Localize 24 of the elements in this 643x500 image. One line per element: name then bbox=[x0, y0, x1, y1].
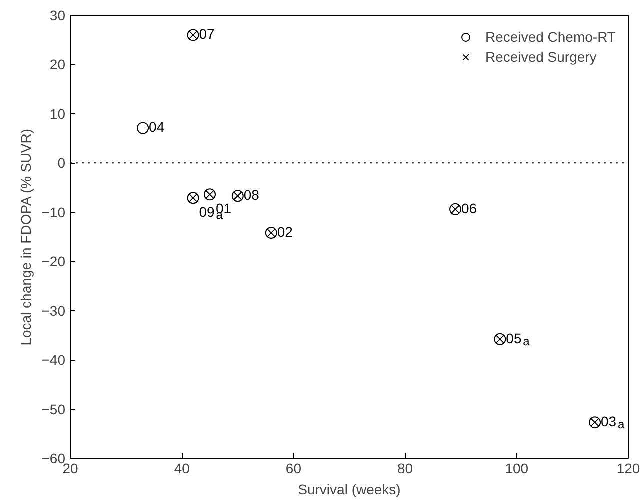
y-tick-label: 20 bbox=[50, 56, 66, 73]
y-tick-label: −20 bbox=[42, 254, 66, 270]
y-axis-title: Local change in FDOPA (% SUVR) bbox=[18, 128, 34, 346]
x-axis-title: Survival (weeks) bbox=[298, 482, 401, 498]
annotation: 08 bbox=[244, 187, 260, 204]
annotation: 04 bbox=[149, 119, 165, 136]
y-tick-label: 30 bbox=[50, 8, 66, 24]
y-tick-label: −10 bbox=[42, 204, 66, 220]
x-tick-label: 80 bbox=[398, 460, 414, 476]
y-tick-label: −40 bbox=[42, 352, 66, 368]
point bbox=[137, 122, 150, 134]
x-tick-label: 40 bbox=[174, 460, 190, 476]
x-tick-label: 60 bbox=[286, 460, 302, 476]
y-tick-label: −50 bbox=[42, 401, 66, 418]
annotation: 02 bbox=[277, 224, 294, 240]
annotation: 07 bbox=[199, 26, 216, 42]
legend-label: Received Chemo-RT bbox=[486, 29, 616, 45]
y-tick-label: 0 bbox=[58, 155, 66, 172]
x-tick-label: 120 bbox=[616, 460, 640, 476]
legend-label: Received Surgery bbox=[486, 49, 597, 65]
annotation: 06 bbox=[462, 200, 478, 216]
x-tick-label: 100 bbox=[505, 460, 529, 476]
y-tick-label: −30 bbox=[42, 302, 66, 319]
y-tick-label: 10 bbox=[50, 106, 66, 122]
